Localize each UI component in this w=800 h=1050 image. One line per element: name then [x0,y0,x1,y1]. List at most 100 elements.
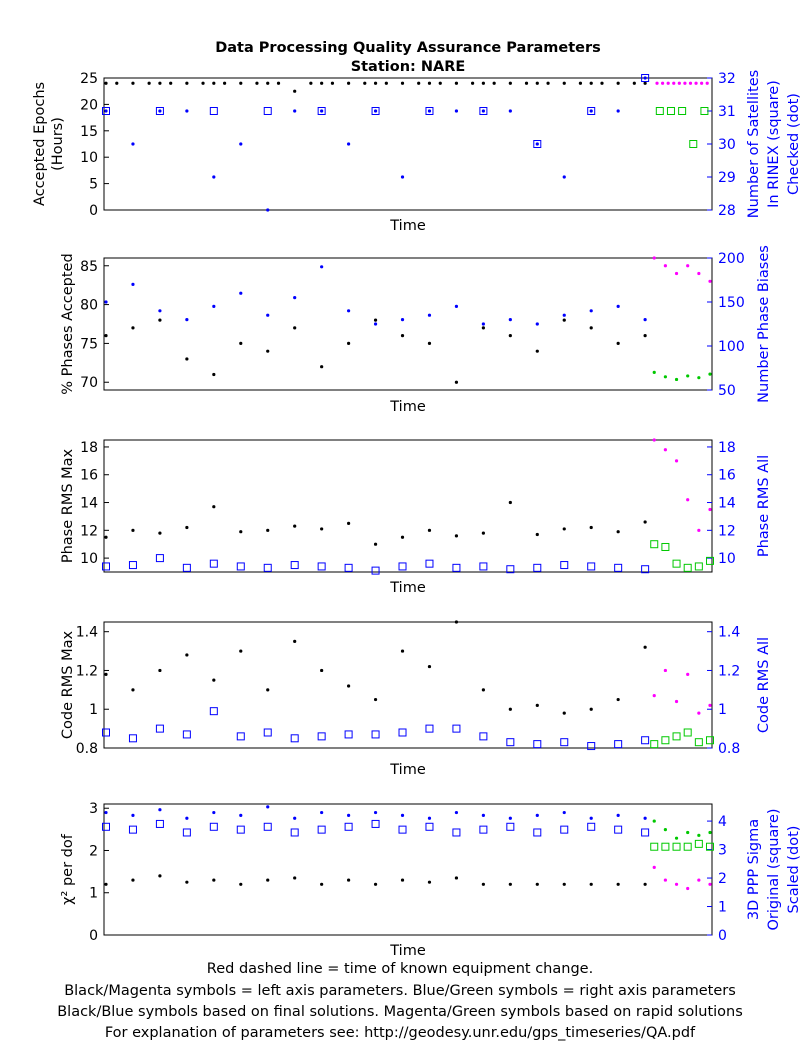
data-point [471,81,475,85]
data-point [320,668,324,673]
footer-line-1: Red dashed line = time of known equipmen… [206,961,594,977]
left-tick-label: 0.8 [76,741,98,757]
data-point [706,842,714,851]
data-point [239,649,243,653]
data-point [427,109,432,113]
data-point [674,459,679,463]
data-point [694,738,703,747]
chart-panel-3: 10 12 14 16 18 10 12 14 16 18 Time Phase RMS Max Pha… [60,438,772,596]
data-point [508,882,512,886]
series-right-final-square [102,707,650,751]
data-point [661,81,665,85]
data-point [697,271,701,276]
data-point [452,828,461,837]
data-point [650,740,659,749]
data-point [643,76,647,80]
data-point [533,563,542,572]
data-point [614,825,623,834]
data-point [587,107,596,115]
data-point [562,810,566,815]
left-axis-label: Phase RMS Max [60,448,76,563]
data-point [674,836,679,840]
data-point [317,562,326,571]
right-tick-label: 16 [718,468,736,484]
left-tick-label: 12 [80,523,98,539]
data-point [236,562,245,571]
series-left-rapid-dot [652,438,712,532]
data-point [427,880,432,884]
data-point [344,563,353,572]
data-point [674,882,679,886]
data-point [674,699,679,704]
data-point [661,542,670,551]
data-point [155,724,164,733]
data-point [158,309,162,313]
data-point [131,282,135,286]
data-point [589,882,593,886]
data-point [655,81,659,85]
right-axis-label: Number of Satellites [746,70,762,218]
data-point [371,819,380,828]
data-point [666,107,675,115]
data-point [481,882,485,886]
data-point [697,711,701,715]
data-point [632,81,636,85]
data-point [320,81,324,85]
data-point [672,81,676,85]
data-point [169,81,173,85]
left-tick-label: 20 [80,97,98,113]
data-point [212,372,216,377]
left-tick-label: 14 [80,496,98,512]
right-axis-label: Code RMS All [756,637,772,733]
data-point [481,688,485,692]
data-point [508,334,512,338]
data-point [417,81,421,85]
plot-frame [103,257,713,391]
right-tick-label: 150 [718,295,745,311]
data-point [663,264,667,268]
data-point [479,825,488,834]
left-tick-label: 0 [89,928,98,944]
data-point [131,878,135,882]
data-point [209,822,218,831]
data-point [239,813,243,817]
data-point [102,822,110,831]
data-point [115,81,119,85]
data-point [276,81,281,85]
data-point [686,886,690,891]
data-point [236,732,245,741]
data-point [706,556,714,565]
left-tick-label: 0 [89,203,98,219]
data-point [663,878,667,882]
left-tick-label: 5 [89,177,98,193]
data-point [708,703,712,707]
data-point [683,81,687,85]
data-point [454,876,459,880]
data-point [686,498,690,502]
data-point [293,109,297,113]
data-point [131,142,135,146]
right-tick-label: 30 [718,137,736,153]
data-point [589,109,593,113]
data-point [650,540,659,549]
data-point [266,688,270,692]
data-point [266,878,270,882]
data-point [182,563,191,572]
data-point [212,878,216,882]
data-point [663,448,667,452]
data-point [182,730,191,739]
data-point [330,81,335,85]
data-point [212,81,216,85]
data-point [384,81,388,85]
data-point [317,732,326,741]
data-point [128,561,137,570]
data-point [212,678,216,682]
data-point [317,825,326,834]
series-right-rapid-square [650,540,714,572]
data-point [104,334,108,338]
right-tick-label: 28 [718,203,736,219]
data-point [587,822,596,831]
data-point [263,107,272,115]
series-right-final-square [102,554,650,575]
